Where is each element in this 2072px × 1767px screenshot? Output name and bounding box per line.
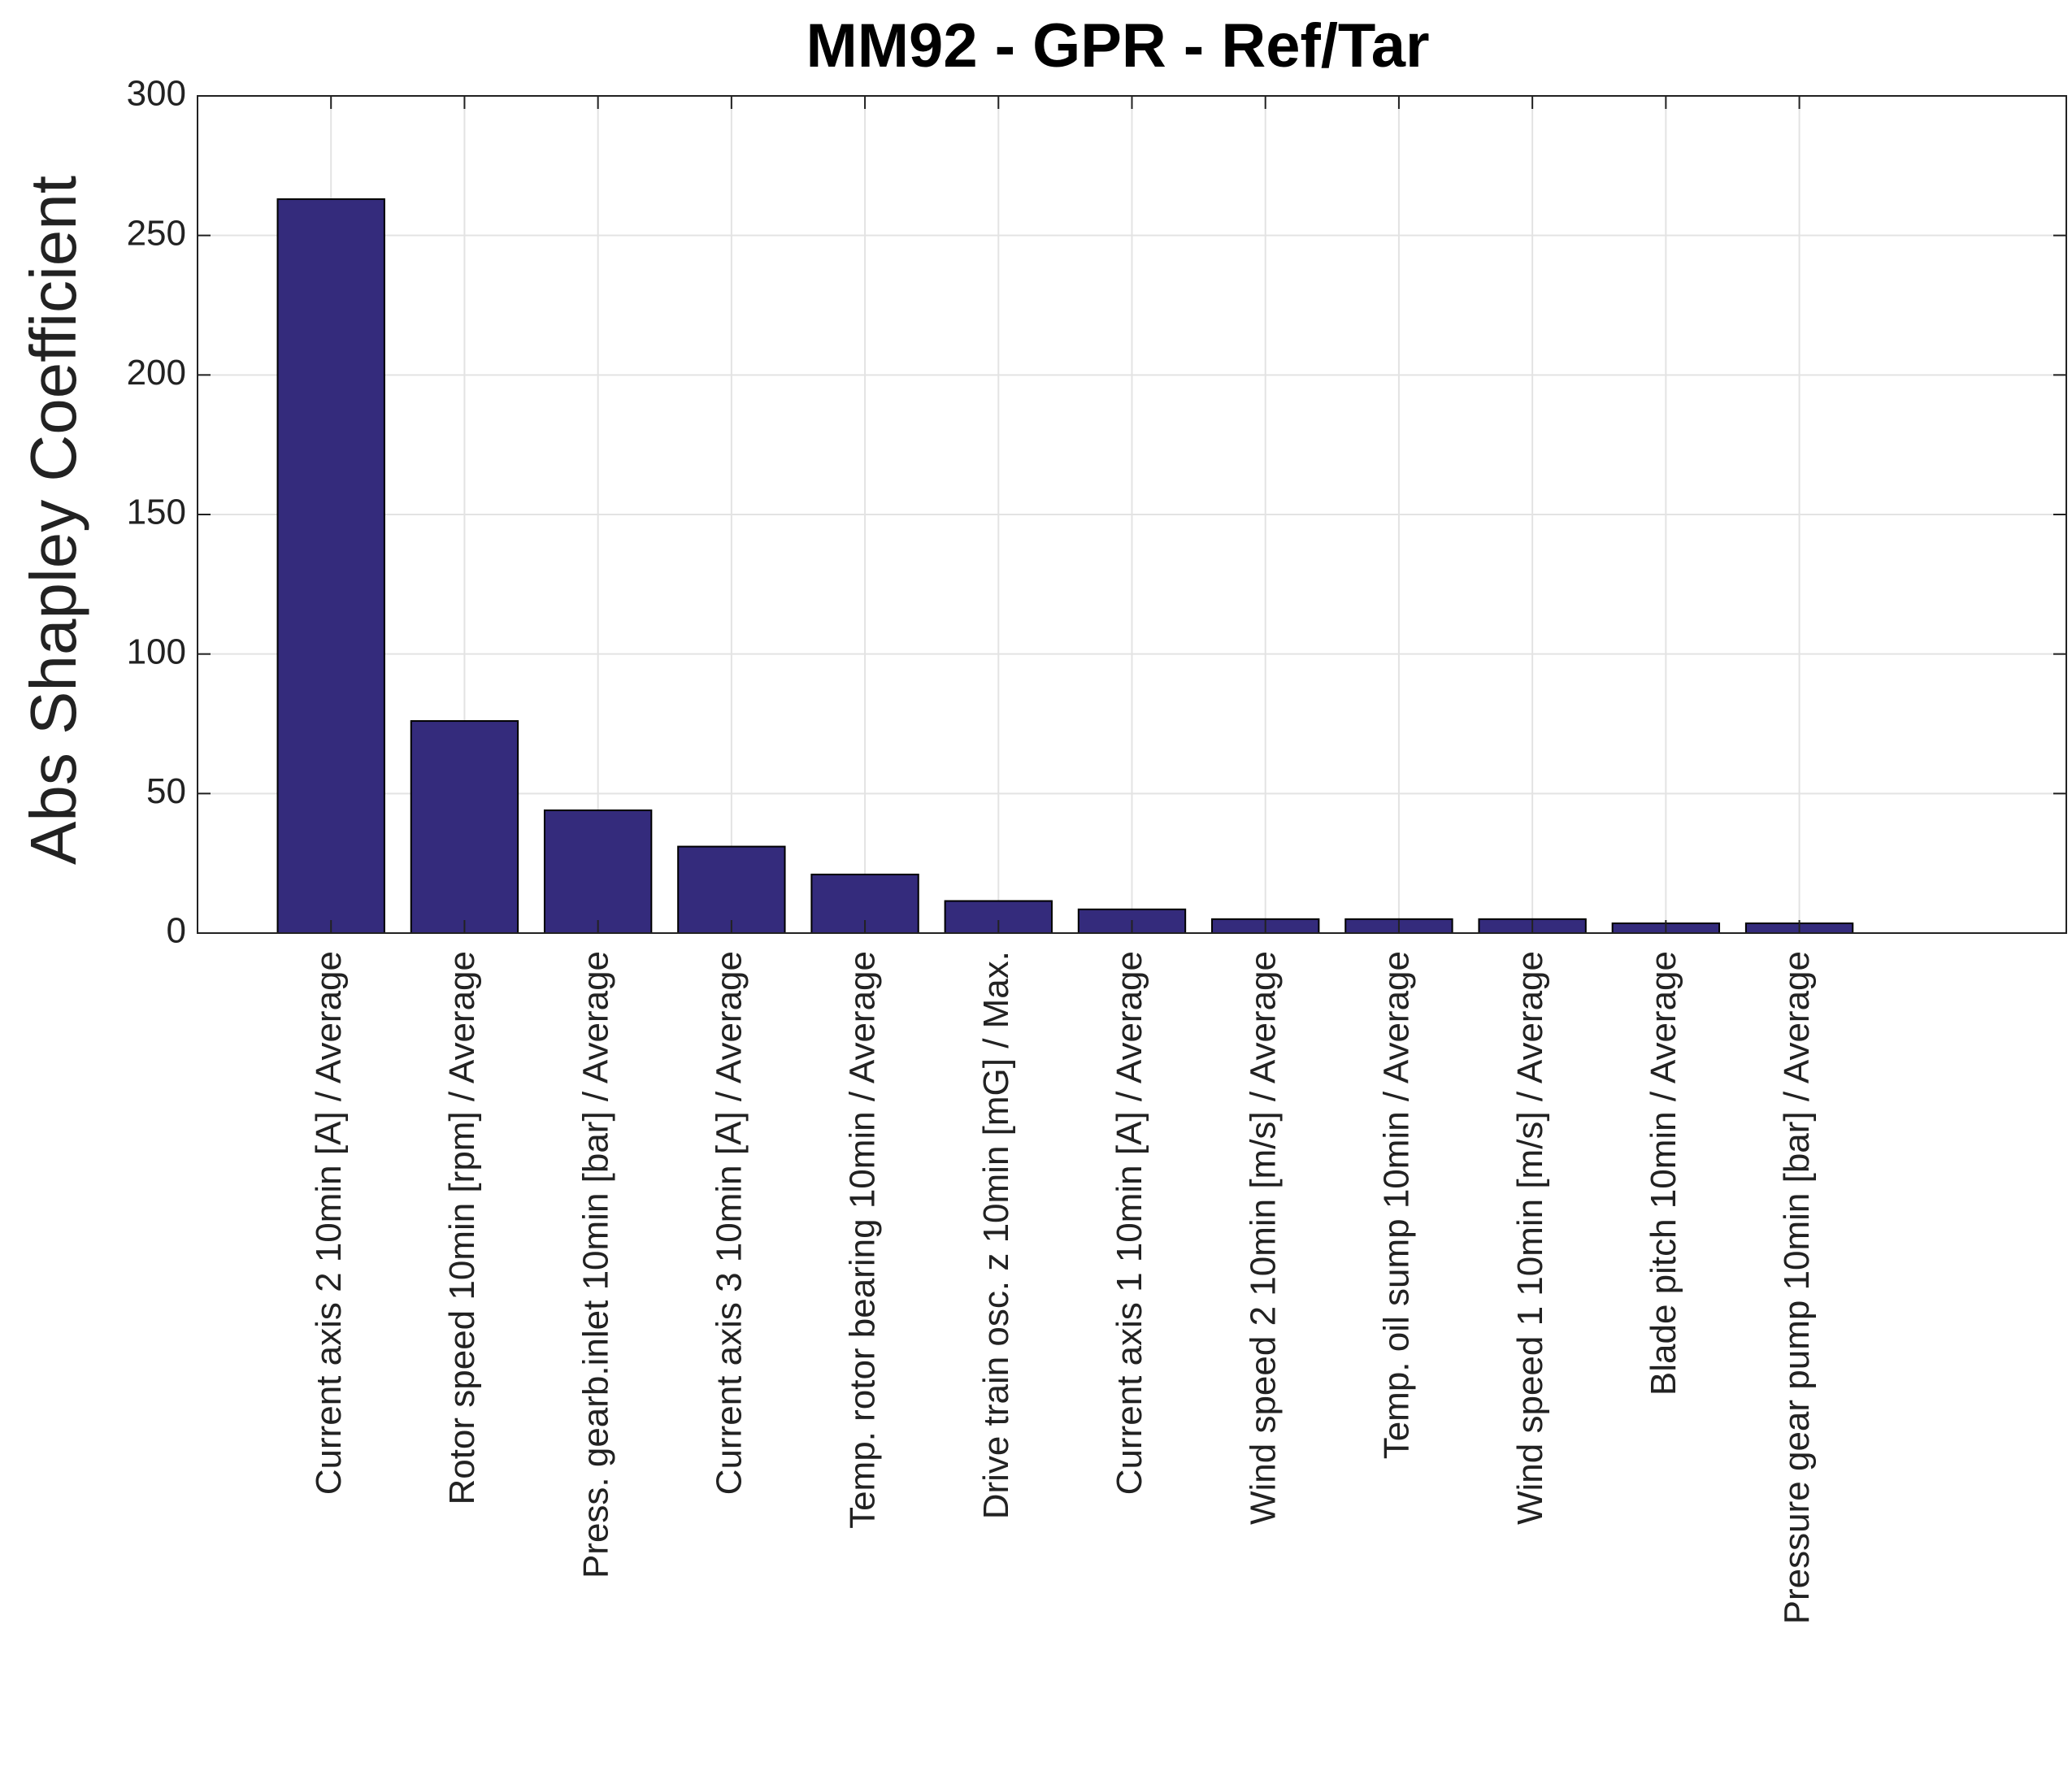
y-tick-label: 0 [167, 911, 186, 951]
chart-title: MM92 - GPR - Ref/Tar [806, 11, 1429, 80]
x-tick-label: Temp. oil sump 10min / Average [1377, 951, 1417, 1459]
x-tick-label: Wind speed 1 10min [m/s] / Average [1510, 951, 1550, 1525]
x-tick-label: Temp. rotor bearing 10min / Average [843, 951, 883, 1529]
x-tick-label: Drive train osc. z 10min [mG] / Max. [976, 951, 1016, 1519]
y-axis-label: Abs Shapley Coefficient [17, 176, 89, 865]
x-tick-label: Pressure gear pump 10min [bar] / Average [1777, 951, 1817, 1624]
bar [677, 845, 786, 934]
y-tick-label: 100 [127, 632, 186, 671]
y-tick-label: 300 [127, 74, 186, 114]
bar [276, 198, 385, 935]
x-tick-label: Wind speed 2 10min [m/s] / Average [1243, 951, 1283, 1525]
x-tick-label: Current axis 2 10min [A] / Average [309, 951, 349, 1495]
bar [543, 809, 653, 935]
y-tick-label: 250 [127, 213, 186, 253]
y-tick-label: 200 [127, 353, 186, 393]
y-tick-label: 50 [146, 771, 186, 811]
x-tick-label: Rotor speed 10min [rpm] / Average [442, 951, 482, 1505]
bar [410, 720, 519, 934]
x-tick-label: Press. gearb.inlet 10min [bar] / Average [576, 951, 615, 1578]
x-tick-label: Blade pitch 10min / Average [1644, 951, 1683, 1396]
x-tick-label: Current axis 3 10min [A] / Average [709, 951, 749, 1495]
axes-box [197, 95, 2067, 934]
x-tick-label: Current axis 1 10min [A] / Average [1110, 951, 1149, 1495]
y-tick-label: 150 [127, 493, 186, 532]
